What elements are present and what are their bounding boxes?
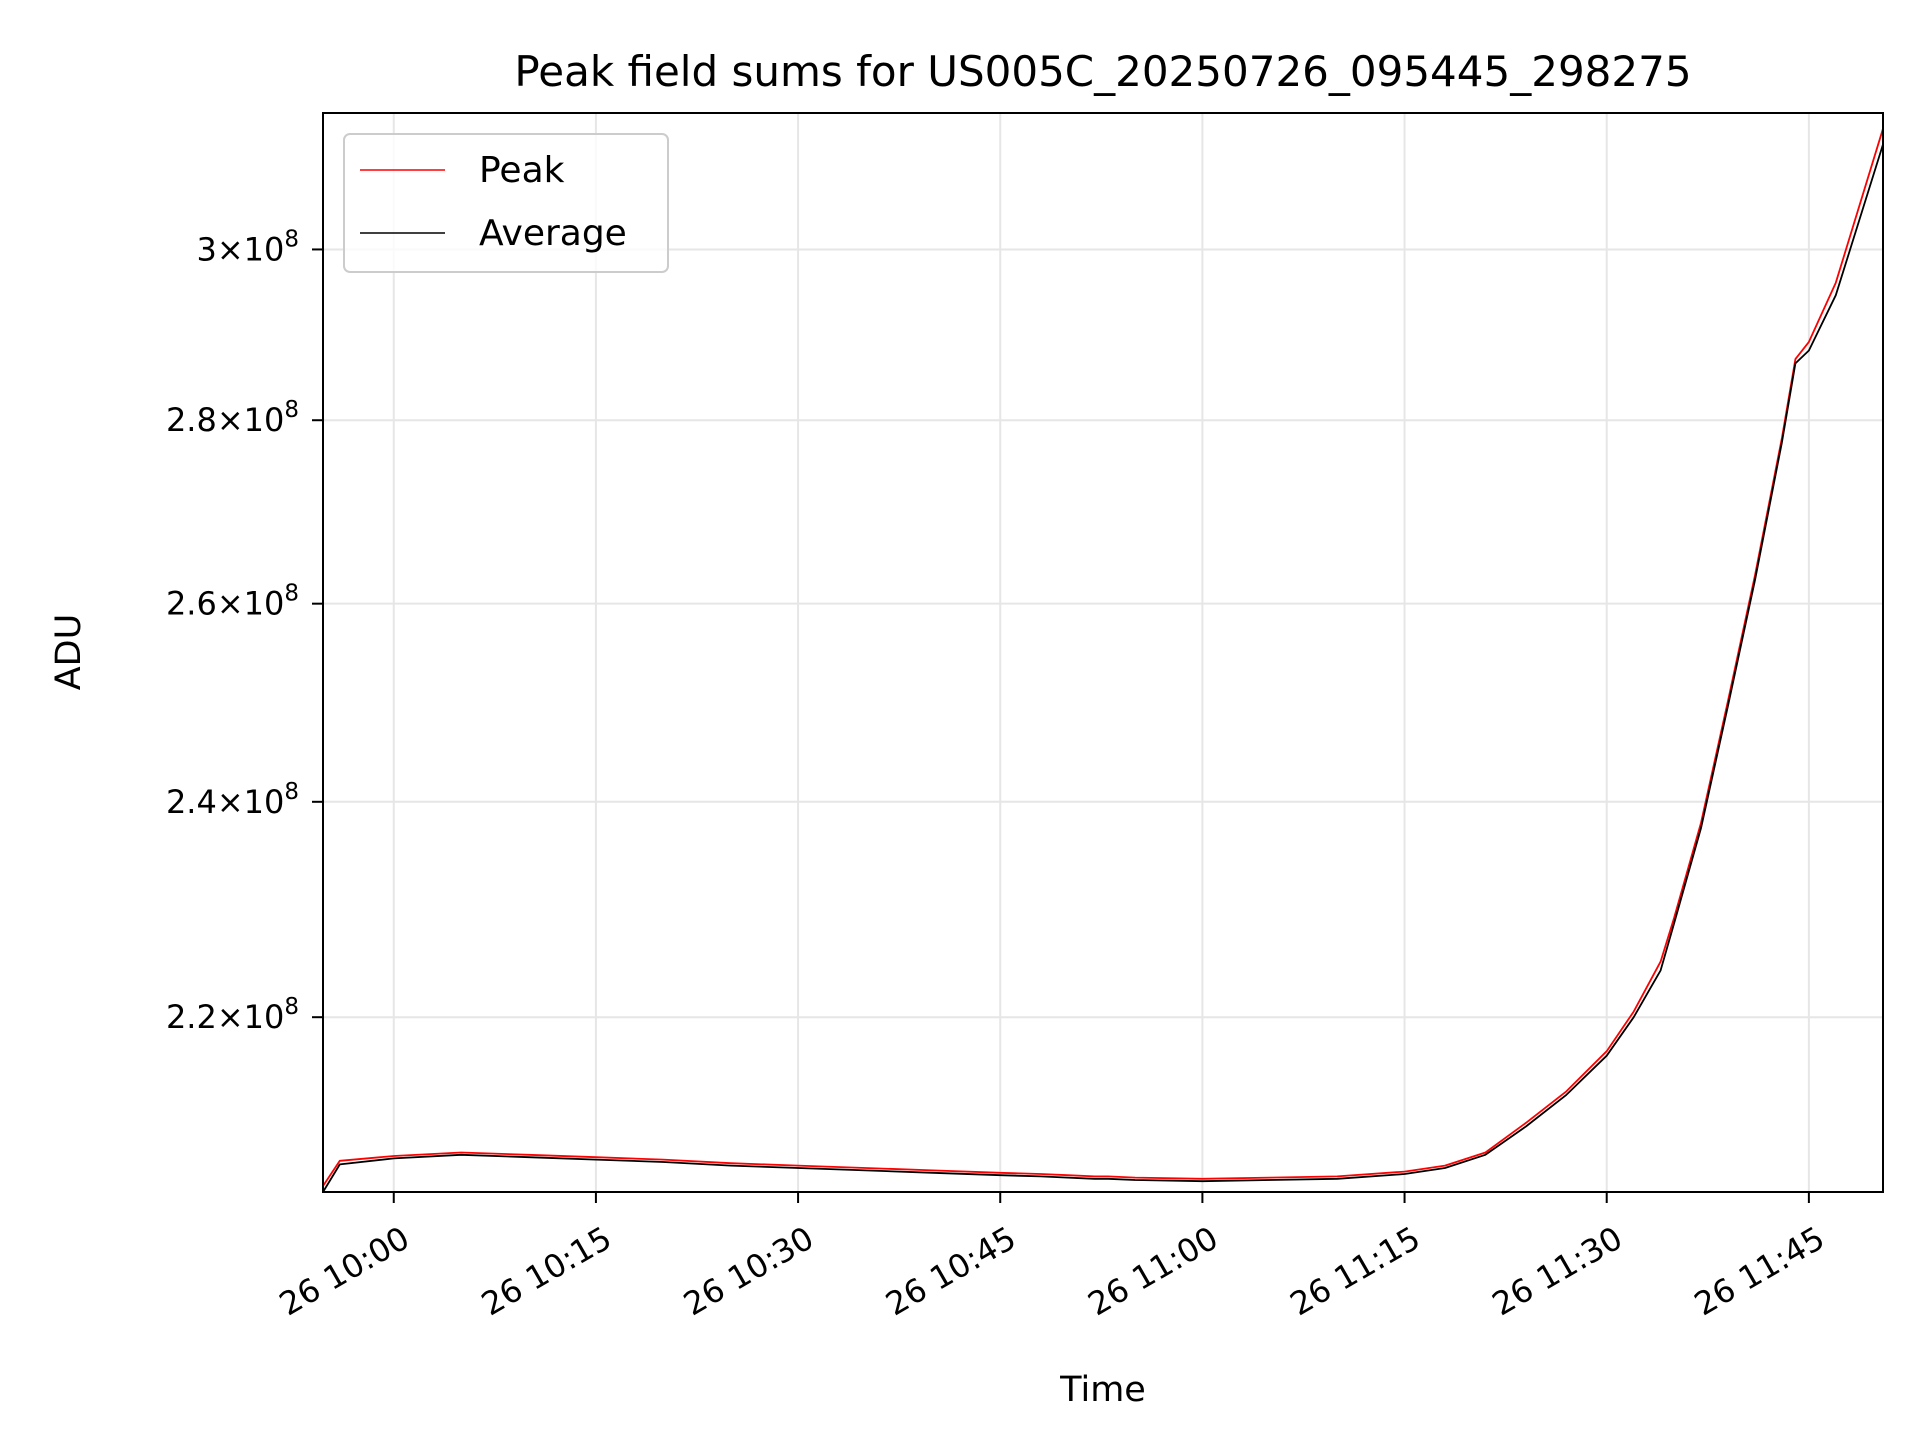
- y-axis-label: ADU: [49, 614, 89, 691]
- series-lines: [322, 128, 1884, 1193]
- legend-label-peak: Peak: [479, 150, 565, 191]
- y-tick-label: 2.4×108: [166, 779, 299, 821]
- plot-frame: [322, 112, 1884, 1193]
- series-line-average: [322, 144, 1884, 1193]
- grid: [323, 113, 1883, 1192]
- legend-label-average: Average: [479, 213, 627, 254]
- y-tick-label: 3×108: [196, 226, 299, 268]
- y-axis: 2.2×108 2.4×108 2.6×108 2.8×108 3×108: [166, 226, 323, 1036]
- chart-title: Peak field sums for US005C_20250726_0954…: [514, 47, 1691, 96]
- y-tick-label: 2.2×108: [166, 994, 299, 1036]
- y-tick-label: 2.8×108: [166, 397, 299, 439]
- legend-box: [343, 133, 669, 273]
- x-axis-label: Time: [1059, 1370, 1146, 1410]
- series-line-peak: [322, 128, 1884, 1187]
- y-tick-label: 2.6×108: [166, 581, 299, 623]
- legend: Peak Average: [343, 133, 669, 273]
